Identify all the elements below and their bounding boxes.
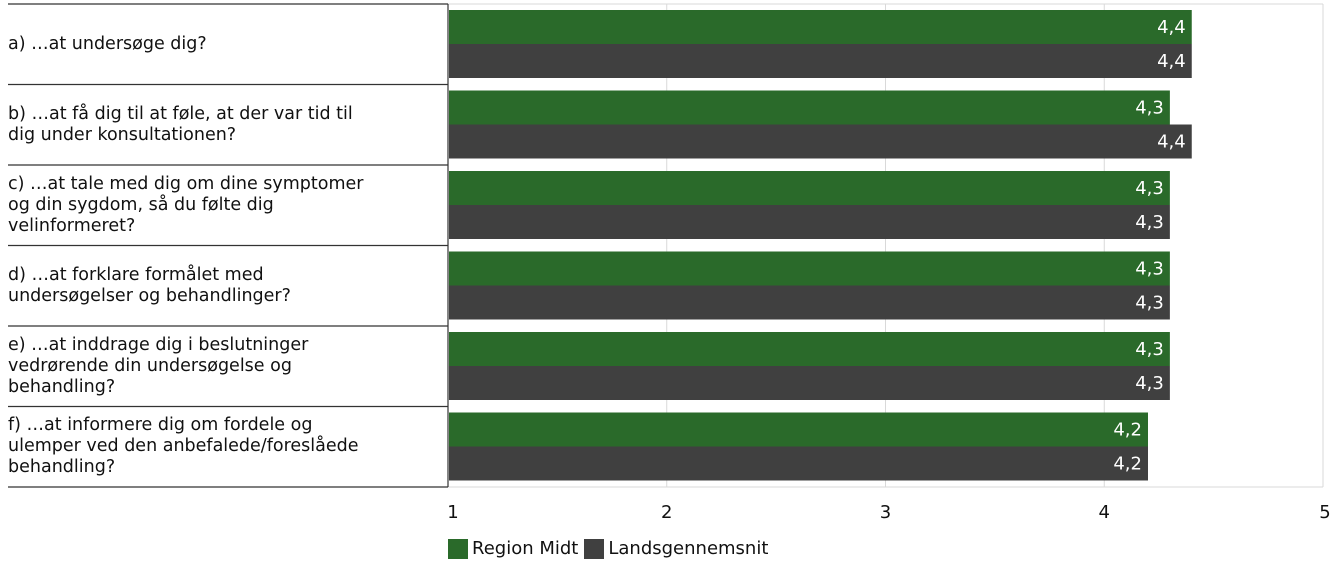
bar-series-2 [449,205,1170,239]
category-label: b) …at få dig til at føle, at der var ti… [8,103,353,145]
legend-label: Region Midt [472,538,579,559]
data-label: 4,2 [1113,454,1142,475]
legend-item-series-1: Region Midt [448,538,578,560]
bar-series-2 [449,124,1192,159]
category-label: c) …at tale med dig om dine symptomer og… [8,173,364,236]
legend-swatch [448,539,468,559]
x-tick-label: 1 [447,502,458,523]
bar-series-1 [449,90,1170,125]
bar-series-2 [449,44,1192,78]
legend: Region Midt Landsgennemsnit [448,538,774,560]
data-label: 4,3 [1135,293,1164,314]
bar-series-2 [449,446,1148,481]
x-axis: 1 2 3 4 5 [447,4,1331,523]
data-label: 4,3 [1135,178,1164,199]
bar-series-1 [449,171,1170,205]
bars: 4,4 4,4 4,3 4,4 4,3 4,3 4,3 4,3 4,3 4,3 4,2 4,2 [449,10,1192,481]
bar-series-1 [449,10,1192,44]
bar-series-1 [449,332,1170,366]
data-label: 4,2 [1113,420,1142,441]
legend-label: Landsgennemsnit [608,538,769,559]
x-tick-label: 3 [880,502,891,523]
data-label: 4,4 [1157,51,1186,72]
category-label: d) …at forklare formålet med undersøgels… [8,264,291,306]
bar-series-1 [449,251,1170,286]
data-label: 4,4 [1157,17,1186,38]
category-label: a) …at undersøge dig? [8,33,207,54]
legend-item-series-2: Landsgennemsnit [584,538,768,560]
data-label: 4,4 [1157,132,1186,153]
bar-series-2 [449,366,1170,400]
x-tick-label: 2 [661,502,672,523]
grid-lines [8,3,1324,488]
data-label: 4,3 [1135,373,1164,394]
bar-series-2 [449,285,1170,320]
data-label: 4,3 [1135,339,1164,360]
data-label: 4,3 [1135,98,1164,119]
data-label: 4,3 [1135,212,1164,233]
data-label: 4,3 [1135,259,1164,280]
bar-series-1 [449,412,1148,447]
x-tick-label: 5 [1319,502,1330,523]
category-label: f) …at informere dig om fordele og ulemp… [8,415,359,478]
category-label: e) …at inddrage dig i beslutninger vedrø… [8,334,309,397]
legend-swatch [584,539,605,559]
x-tick-label: 4 [1099,502,1110,523]
